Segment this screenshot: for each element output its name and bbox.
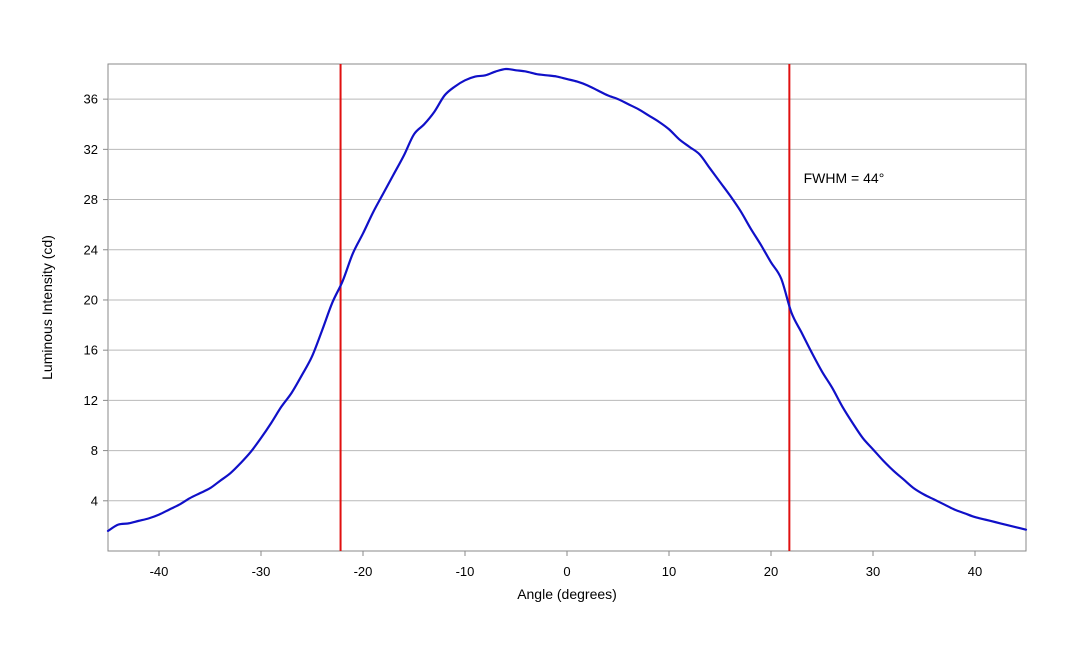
y-tick-label: 12 (84, 393, 98, 408)
x-tick-label: 40 (968, 564, 982, 579)
x-axis-ticks: -40 -30 -20 -10 0 10 20 30 40 (150, 551, 982, 579)
x-tick-label: 20 (764, 564, 778, 579)
plot-area-frame (107, 63, 1027, 552)
y-tick-label: 20 (84, 292, 98, 307)
y-tick-label: 4 (91, 493, 98, 508)
series-line (106, 67, 1028, 533)
x-tick-label: 30 (866, 564, 880, 579)
y-axis-ticks: 4 8 12 16 20 24 28 32 36 (84, 92, 108, 508)
x-tick-label: 10 (662, 564, 676, 579)
fwhm-annotation: FWHM = 44° (804, 170, 885, 186)
x-tick-label: 0 (563, 564, 570, 579)
x-tick-label: -30 (252, 564, 271, 579)
x-axis-title: Angle (degrees) (517, 586, 617, 602)
y-tick-label: 16 (84, 343, 98, 358)
y-tick-label: 28 (84, 192, 98, 207)
gridlines (108, 98, 1026, 502)
y-tick-label: 32 (84, 142, 98, 157)
y-tick-label: 8 (91, 443, 98, 458)
y-tick-label: 24 (84, 242, 98, 257)
y-tick-label: 36 (84, 92, 98, 107)
x-tick-label: -10 (456, 564, 475, 579)
y-axis-title: Luminous Intensity (cd) (39, 235, 55, 380)
x-tick-label: -40 (150, 564, 169, 579)
reference-lines (339, 64, 791, 551)
x-tick-label: -20 (354, 564, 373, 579)
